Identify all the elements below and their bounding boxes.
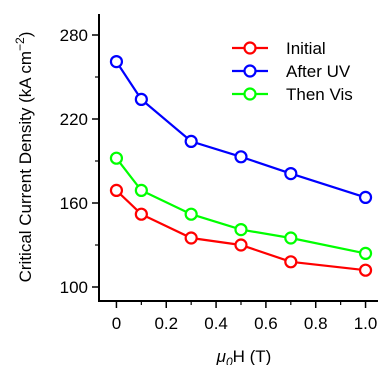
legend-label: After UV (286, 62, 351, 81)
data-point (111, 56, 122, 67)
y-tick-label: 100 (60, 278, 88, 297)
x-axis-ticks: 0 0.2 0.4 0.6 0.8 1.0 (112, 301, 378, 333)
y-tick-label: 220 (60, 110, 88, 129)
x-tick-label: 1.0 (354, 314, 378, 333)
legend-item: Then Vis (232, 85, 353, 104)
legend-marker (245, 89, 256, 100)
legend-label: Then Vis (286, 85, 353, 104)
x-axis-label: μ0H (T) (216, 347, 272, 365)
x-tick-label: 0.8 (304, 314, 328, 333)
data-point (111, 185, 122, 196)
y-axis-ticks: 100 160 220 280 (60, 26, 99, 297)
data-point (136, 94, 147, 105)
legend-marker (245, 66, 256, 77)
legend: Initial After UV Then Vis (232, 39, 353, 104)
y-axis-label: Critical Current Density (kA cm−2) (13, 32, 35, 283)
data-point (235, 224, 246, 235)
legend-marker (245, 43, 256, 54)
data-point (360, 192, 371, 203)
data-point (111, 153, 122, 164)
x-tick-label: 0.2 (154, 314, 178, 333)
data-point (235, 151, 246, 162)
x-tick-label: 0 (112, 314, 121, 333)
data-point (136, 185, 147, 196)
data-point (186, 233, 197, 244)
data-point (136, 209, 147, 220)
series-line (116, 62, 365, 198)
data-point (285, 256, 296, 267)
x-tick-label: 0.4 (204, 314, 228, 333)
data-point (186, 136, 197, 147)
y-tick-label: 280 (60, 26, 88, 45)
data-point (186, 209, 197, 220)
data-point (360, 265, 371, 276)
data-point (360, 248, 371, 259)
data-point (235, 240, 246, 251)
data-point (285, 233, 296, 244)
data-point (285, 168, 296, 179)
legend-label: Initial (286, 39, 326, 58)
legend-item: After UV (232, 62, 351, 81)
x-tick-label: 0.6 (254, 314, 278, 333)
y-tick-label: 160 (60, 194, 88, 213)
legend-item: Initial (232, 39, 326, 58)
